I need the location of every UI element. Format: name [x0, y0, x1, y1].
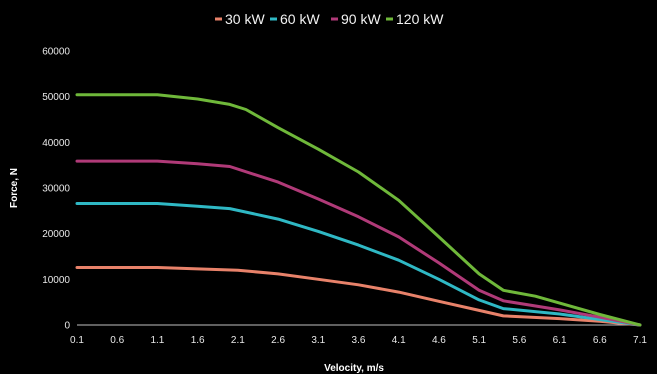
x-tick-label: 7.1	[633, 335, 647, 346]
y-tick-label: 60000	[42, 47, 70, 58]
y-tick-label: 10000	[42, 275, 70, 286]
legend-label: 120 kW	[396, 11, 444, 27]
x-tick-label: 1.6	[191, 335, 205, 346]
series-line-120-kw	[75, 93, 642, 327]
legend-label: 90 kW	[341, 11, 381, 27]
x-tick-label: 6.1	[553, 335, 567, 346]
series-line-60-kw	[75, 202, 642, 327]
series-line-30-kw	[75, 266, 642, 327]
y-axis-title: Force, N	[9, 168, 20, 208]
x-tick-label: 0.6	[110, 335, 124, 346]
legend-label: 30 kW	[225, 11, 265, 27]
legend: 30 kW 60 kW 90 kW 120 kW	[215, 11, 444, 27]
x-tick-label: 3.1	[311, 335, 325, 346]
x-axis-ticks: 0.1 0.6 1.1 1.6 2.1 2.6 3.1 3.6 4.1 4.6 5.1 5.6 6.1 6…	[70, 335, 647, 346]
legend-label: 60 kW	[280, 11, 320, 27]
x-tick-label: 5.1	[472, 335, 486, 346]
x-tick-label: 6.6	[593, 335, 607, 346]
x-tick-label: 1.1	[150, 335, 164, 346]
x-tick-label: 0.1	[70, 335, 84, 346]
x-tick-label: 4.6	[432, 335, 446, 346]
x-tick-label: 5.6	[512, 335, 526, 346]
x-tick-label: 2.1	[231, 335, 245, 346]
x-axis-title: Velocity, m/s	[324, 363, 384, 374]
y-tick-label: 30000	[42, 184, 70, 195]
x-tick-label: 2.6	[271, 335, 285, 346]
series-lines	[75, 93, 642, 327]
series-line-90-kw	[75, 159, 642, 327]
y-tick-label: 20000	[42, 229, 70, 240]
y-tick-label: 50000	[42, 92, 70, 103]
y-axis-ticks: 0 10000 20000 30000 40000 50000 60000	[42, 47, 70, 332]
x-tick-label: 3.6	[352, 335, 366, 346]
x-tick-label: 4.1	[392, 335, 406, 346]
y-tick-label: 0	[64, 321, 70, 332]
y-tick-label: 40000	[42, 138, 70, 149]
